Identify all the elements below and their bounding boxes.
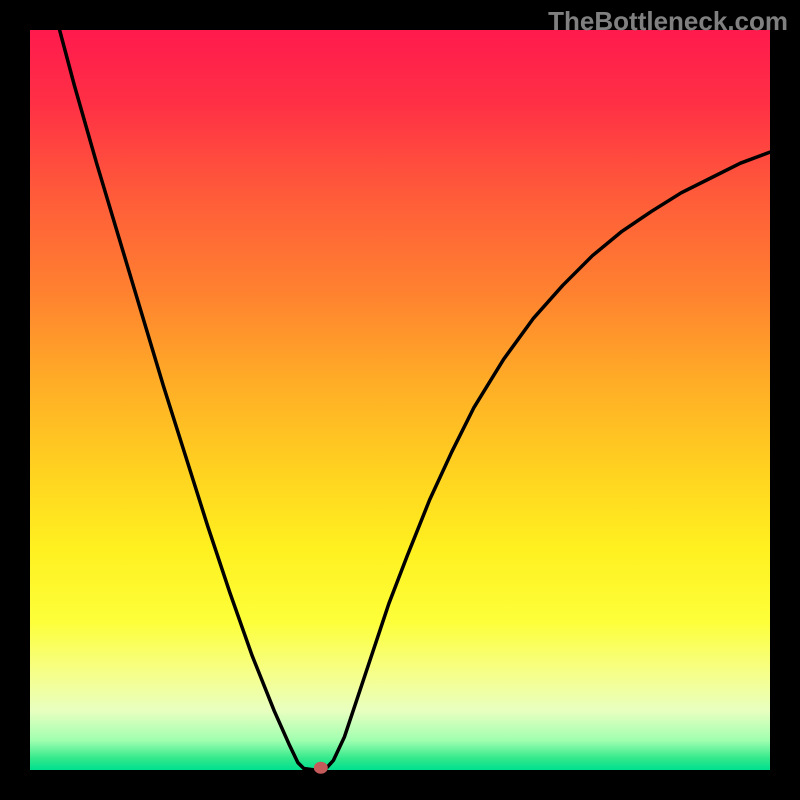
bottleneck-chart: TheBottleneck.com	[0, 0, 800, 800]
bottleneck-curve-plot	[0, 0, 800, 800]
chart-background-gradient	[30, 30, 770, 770]
watermark-text: TheBottleneck.com	[548, 6, 788, 37]
optimal-point-marker	[314, 762, 328, 774]
